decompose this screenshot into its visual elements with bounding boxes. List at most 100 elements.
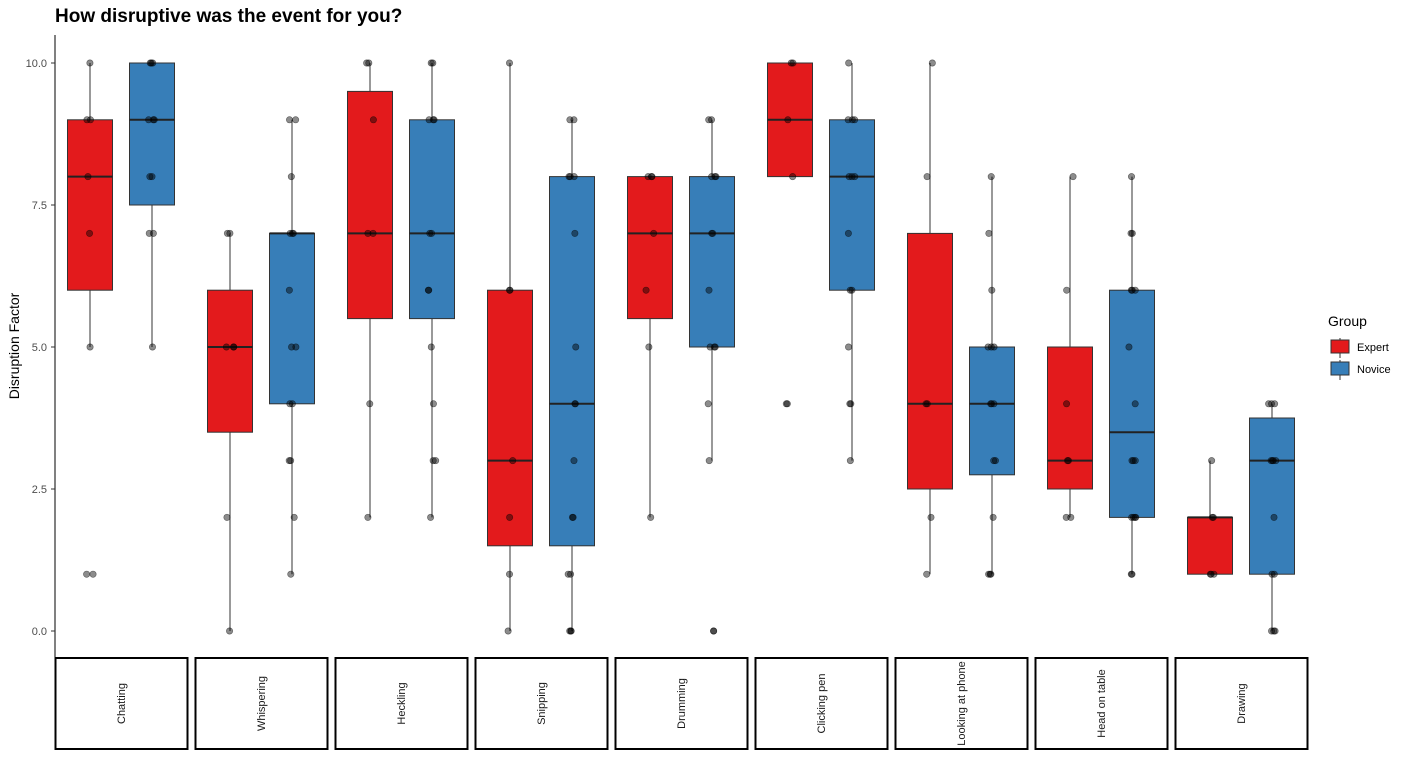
data-point	[506, 59, 514, 67]
data-point	[782, 400, 790, 408]
data-point	[987, 570, 995, 578]
data-point	[429, 400, 437, 408]
legend-title: Group	[1328, 313, 1367, 329]
y-tick-label: 2.5	[32, 484, 47, 496]
facet-strip	[54, 657, 189, 750]
y-tick-label: 0.0	[32, 626, 47, 638]
data-point	[223, 513, 231, 521]
data-point	[429, 59, 437, 67]
data-point	[292, 116, 300, 124]
facet-label: Looking at phone	[956, 661, 968, 745]
data-point	[222, 343, 230, 351]
facet-label: Head on table	[1096, 669, 1108, 738]
data-point	[990, 343, 998, 351]
facet-strip	[474, 657, 609, 750]
facet-strip	[334, 657, 469, 750]
data-point	[369, 229, 377, 237]
data-point	[1128, 229, 1136, 237]
facet-strip	[1174, 657, 1309, 750]
facet-strips: Chatting Whispering Heckling Snipping Drummi…	[54, 657, 1309, 750]
data-point	[987, 400, 995, 408]
data-point	[985, 229, 993, 237]
data-point	[223, 229, 231, 237]
data-point	[705, 457, 713, 465]
data-point	[1131, 513, 1139, 521]
data-point	[363, 59, 371, 67]
data-point	[705, 286, 713, 294]
data-point	[1129, 513, 1137, 521]
data-point	[288, 400, 296, 408]
data-point	[148, 343, 156, 351]
data-point	[226, 627, 234, 635]
chart-title: How disruptive was the event for you?	[55, 6, 403, 27]
data-point	[846, 286, 854, 294]
data-point	[428, 229, 436, 237]
data-point	[86, 116, 94, 124]
data-point	[148, 173, 156, 181]
data-point	[789, 59, 797, 67]
data-point	[648, 173, 656, 181]
box-novice	[969, 346, 1015, 476]
data-point	[848, 286, 856, 294]
data-point	[647, 513, 655, 521]
data-point	[230, 343, 238, 351]
plot-panel	[67, 59, 1295, 635]
data-point	[845, 173, 853, 181]
data-point	[923, 173, 931, 181]
y-axis-title: Disruption Factor	[6, 292, 22, 399]
data-point	[851, 173, 859, 181]
facet-strip	[614, 657, 749, 750]
data-point	[285, 457, 293, 465]
data-point	[1127, 286, 1135, 294]
y-tick-label: 7.5	[32, 200, 47, 212]
data-point	[711, 173, 719, 181]
data-point	[571, 229, 579, 237]
data-point	[83, 570, 91, 578]
data-point	[364, 229, 372, 237]
data-point	[851, 116, 859, 124]
box-expert	[1047, 346, 1093, 490]
data-point	[989, 513, 997, 521]
box-novice	[1249, 417, 1295, 575]
box-novice	[829, 119, 875, 291]
data-point	[570, 457, 578, 465]
data-point	[644, 173, 652, 181]
facet-strip	[194, 657, 329, 750]
data-point	[86, 59, 94, 67]
legend-key-novice	[1330, 361, 1350, 376]
data-point	[567, 627, 575, 635]
data-point	[146, 59, 154, 67]
data-point	[506, 286, 514, 294]
data-point	[923, 570, 931, 578]
data-point	[1063, 400, 1071, 408]
box-novice	[269, 232, 315, 405]
data-point	[504, 627, 512, 635]
data-point	[149, 229, 157, 237]
data-point	[570, 116, 578, 124]
box-novice	[689, 176, 735, 348]
data-point	[704, 400, 712, 408]
data-point	[789, 173, 797, 181]
data-point	[425, 116, 433, 124]
data-point	[1131, 400, 1139, 408]
data-point	[1267, 457, 1275, 465]
legend-key-expert	[1330, 339, 1350, 354]
data-point	[990, 457, 998, 465]
data-point	[1128, 173, 1136, 181]
data-point	[848, 173, 856, 181]
data-point	[226, 229, 234, 237]
data-point	[571, 400, 579, 408]
data-point	[145, 116, 153, 124]
data-point	[506, 570, 514, 578]
data-point	[427, 59, 435, 67]
data-point	[708, 229, 716, 237]
data-point	[288, 343, 296, 351]
data-point	[845, 343, 853, 351]
data-point	[1063, 286, 1071, 294]
box-expert	[207, 289, 253, 433]
y-tick-label: 5.0	[32, 342, 47, 354]
data-point	[89, 570, 97, 578]
data-point	[429, 116, 437, 124]
data-point	[846, 400, 854, 408]
box-expert	[907, 232, 953, 490]
